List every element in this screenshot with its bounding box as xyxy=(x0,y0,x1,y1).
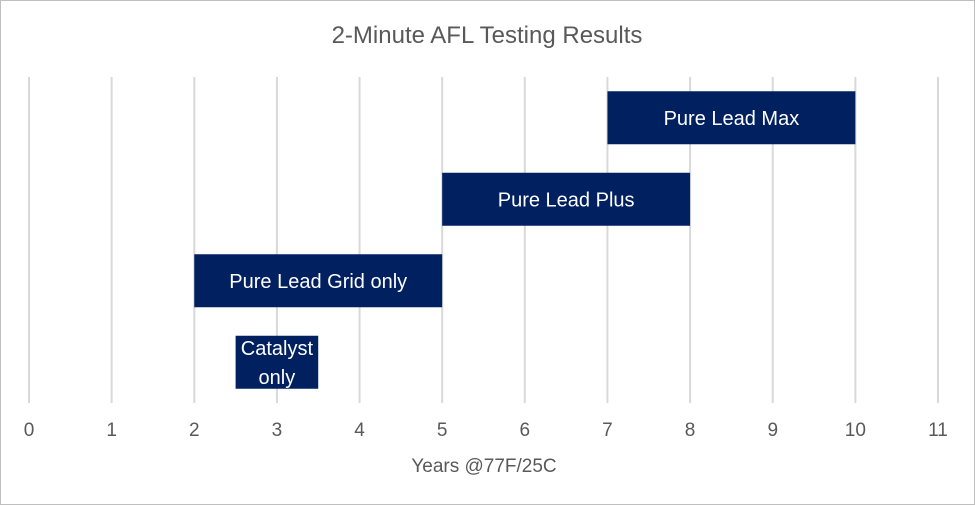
x-tick-label: 9 xyxy=(767,420,778,441)
x-tick-label: 1 xyxy=(106,420,117,441)
x-tick-label: 11 xyxy=(928,420,948,441)
chart-title: 2-Minute AFL Testing Results xyxy=(332,22,643,49)
x-tick-label: 0 xyxy=(24,420,35,441)
range-bar-rect xyxy=(442,172,691,226)
x-tick-label: 6 xyxy=(520,420,531,441)
range-bar: Pure Lead Max xyxy=(607,91,856,145)
x-tick-label: 8 xyxy=(685,420,696,441)
x-tick-label: 4 xyxy=(354,420,365,441)
range-bar: Pure Lead Grid only xyxy=(194,254,443,308)
range-bar-label: Pure Lead Grid only xyxy=(229,271,407,293)
x-tick-label: 3 xyxy=(272,420,283,441)
range-bar-label: Pure Lead Max xyxy=(664,108,800,130)
range-bar-label: Pure Lead Plus xyxy=(498,189,635,211)
x-tick-label: 10 xyxy=(845,420,866,441)
range-bar: Catalyst only xyxy=(235,335,319,389)
range-bar-label: Catalyst only xyxy=(241,338,314,389)
range-bar-rect xyxy=(194,254,443,308)
x-tick-label: 2 xyxy=(189,420,200,441)
range-bar-rect xyxy=(607,91,856,145)
range-bar-rect xyxy=(235,335,319,389)
x-tick-label: 7 xyxy=(602,420,613,441)
x-axis-label: Years @77F/25C xyxy=(411,456,556,477)
bars: Pure Lead Max Pure Lead Plus Pure Lead Gri… xyxy=(194,91,856,389)
x-tick-labels: 0 1 2 3 4 5 6 7 8 9 10 11 xyxy=(24,420,948,441)
x-tick-label: 5 xyxy=(437,420,448,441)
range-bar: Pure Lead Plus xyxy=(442,172,691,226)
